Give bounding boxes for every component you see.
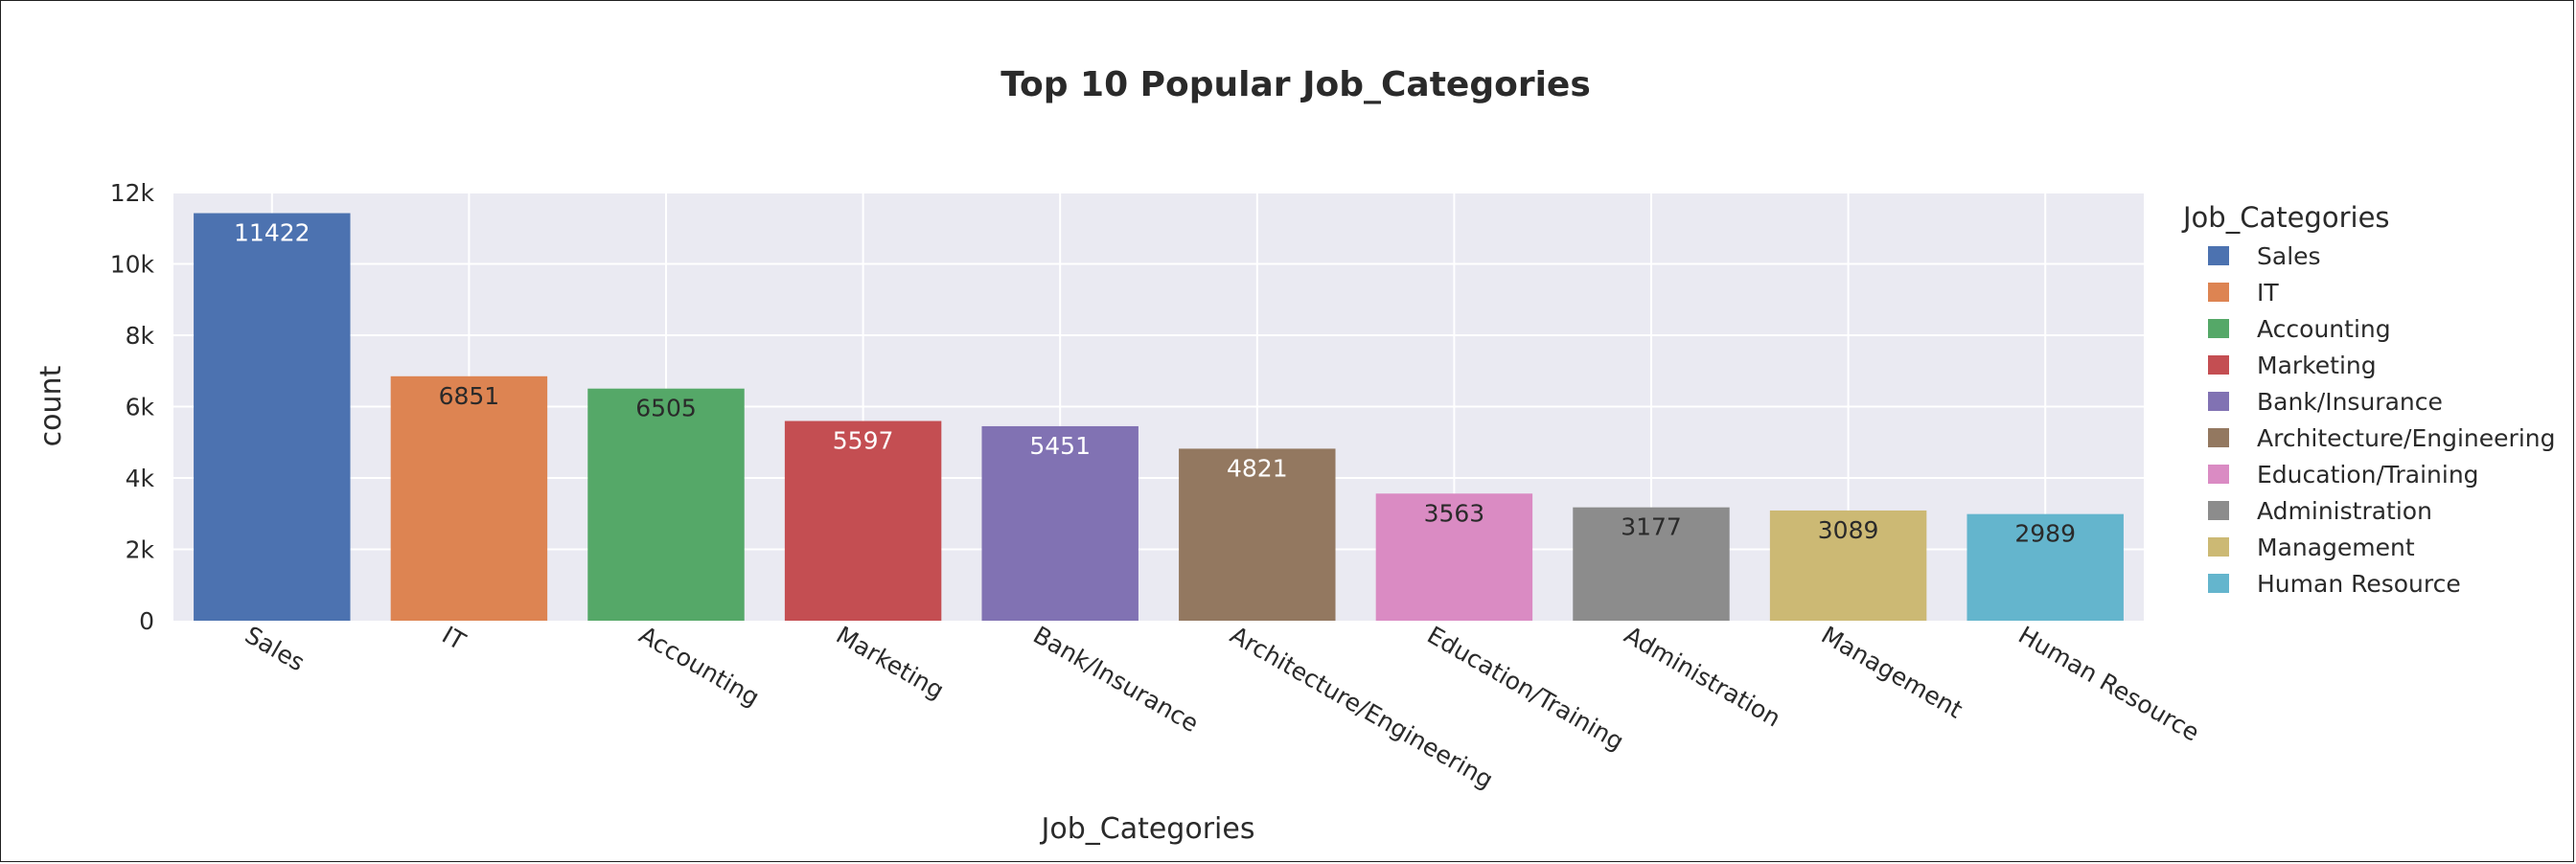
bar-value-label: 3563 — [1424, 499, 1485, 527]
y-tick-label: 12k — [110, 179, 155, 207]
bar-education-training[interactable] — [1375, 493, 1533, 621]
bar-value-label: 11422 — [234, 219, 310, 247]
y-tick-label: 2k — [126, 536, 155, 564]
plot-area: 0 2k 4k 6k 8k 10k 12k 11422 Sales 6851 IT 6505 Accou… — [110, 179, 2204, 794]
legend-title: Job_Categories — [2181, 201, 2390, 234]
legend: Job_Categories Sales IT Accounting Marketin… — [2181, 201, 2555, 598]
x-tick-label: Education/Training — [1422, 621, 1628, 756]
x-tick-label: Management — [1817, 621, 1967, 724]
legend-item-label[interactable]: Education/Training — [2257, 461, 2479, 489]
bar-value-label: 5597 — [833, 427, 894, 455]
legend-swatch[interactable] — [2208, 537, 2229, 557]
x-tick-label: Bank/Insurance — [1028, 621, 1203, 738]
y-tick-label: 4k — [126, 465, 155, 492]
legend-item-label[interactable]: IT — [2257, 279, 2279, 307]
legend-item-label[interactable]: Human Resource — [2257, 570, 2461, 598]
legend-swatch[interactable] — [2208, 283, 2229, 302]
x-tick-label: Sales — [241, 621, 310, 676]
x-tick-label: Marketing — [832, 621, 949, 704]
bar-accounting[interactable] — [587, 388, 745, 621]
legend-item-label[interactable]: Accounting — [2257, 315, 2391, 343]
legend-item-label[interactable]: Sales — [2257, 242, 2321, 270]
legend-swatch[interactable] — [2208, 319, 2229, 338]
bar-value-label: 3089 — [1818, 516, 1879, 544]
bar-value-label: 3177 — [1621, 513, 1682, 541]
x-tick-label: Human Resource — [2013, 621, 2204, 746]
bar-value-label: 4821 — [1227, 454, 1288, 482]
bar-value-label: 6851 — [439, 382, 500, 410]
legend-swatch[interactable] — [2208, 355, 2229, 375]
bar-marketing[interactable] — [784, 421, 942, 621]
bar-administration[interactable] — [1573, 507, 1730, 621]
legend-item-label[interactable]: Administration — [2257, 497, 2432, 525]
y-tick-label: 0 — [139, 607, 154, 635]
y-axis-title: count — [34, 365, 68, 446]
bar-it[interactable] — [390, 375, 548, 621]
legend-swatch[interactable] — [2208, 428, 2229, 447]
legend-swatch[interactable] — [2208, 392, 2229, 411]
chart-title: Top 10 Popular Job_Categories — [1000, 65, 1591, 104]
y-tick-label: 8k — [126, 322, 155, 350]
legend-swatch[interactable] — [2208, 574, 2229, 593]
bar-value-label: 2989 — [2014, 520, 2076, 548]
bar-bank-insurance[interactable] — [981, 425, 1138, 621]
x-tick-label: Accounting — [634, 621, 764, 712]
legend-item-label[interactable]: Bank/Insurance — [2257, 388, 2443, 416]
legend-item-label[interactable]: Marketing — [2257, 352, 2377, 379]
y-tick-label: 6k — [126, 394, 155, 421]
bar-value-label: 6505 — [635, 395, 697, 422]
legend-item-label[interactable]: Management — [2257, 534, 2415, 561]
bar-human-resource[interactable] — [1966, 513, 2124, 621]
legend-item-label[interactable]: Architecture/Engineering — [2257, 424, 2555, 452]
bar-value-label: 5451 — [1029, 432, 1091, 460]
x-axis-title: Job_Categories — [1040, 812, 1255, 846]
legend-swatch[interactable] — [2208, 465, 2229, 484]
bar-sales[interactable] — [194, 213, 351, 621]
y-tick-label: 10k — [110, 251, 155, 279]
legend-swatch[interactable] — [2208, 501, 2229, 520]
bar-management[interactable] — [1769, 510, 1927, 621]
bar-architecture-engineering[interactable] — [1179, 448, 1336, 621]
x-tick-label: Administration — [1620, 621, 1785, 733]
x-tick-label: IT — [437, 621, 471, 656]
legend-swatch[interactable] — [2208, 246, 2229, 265]
